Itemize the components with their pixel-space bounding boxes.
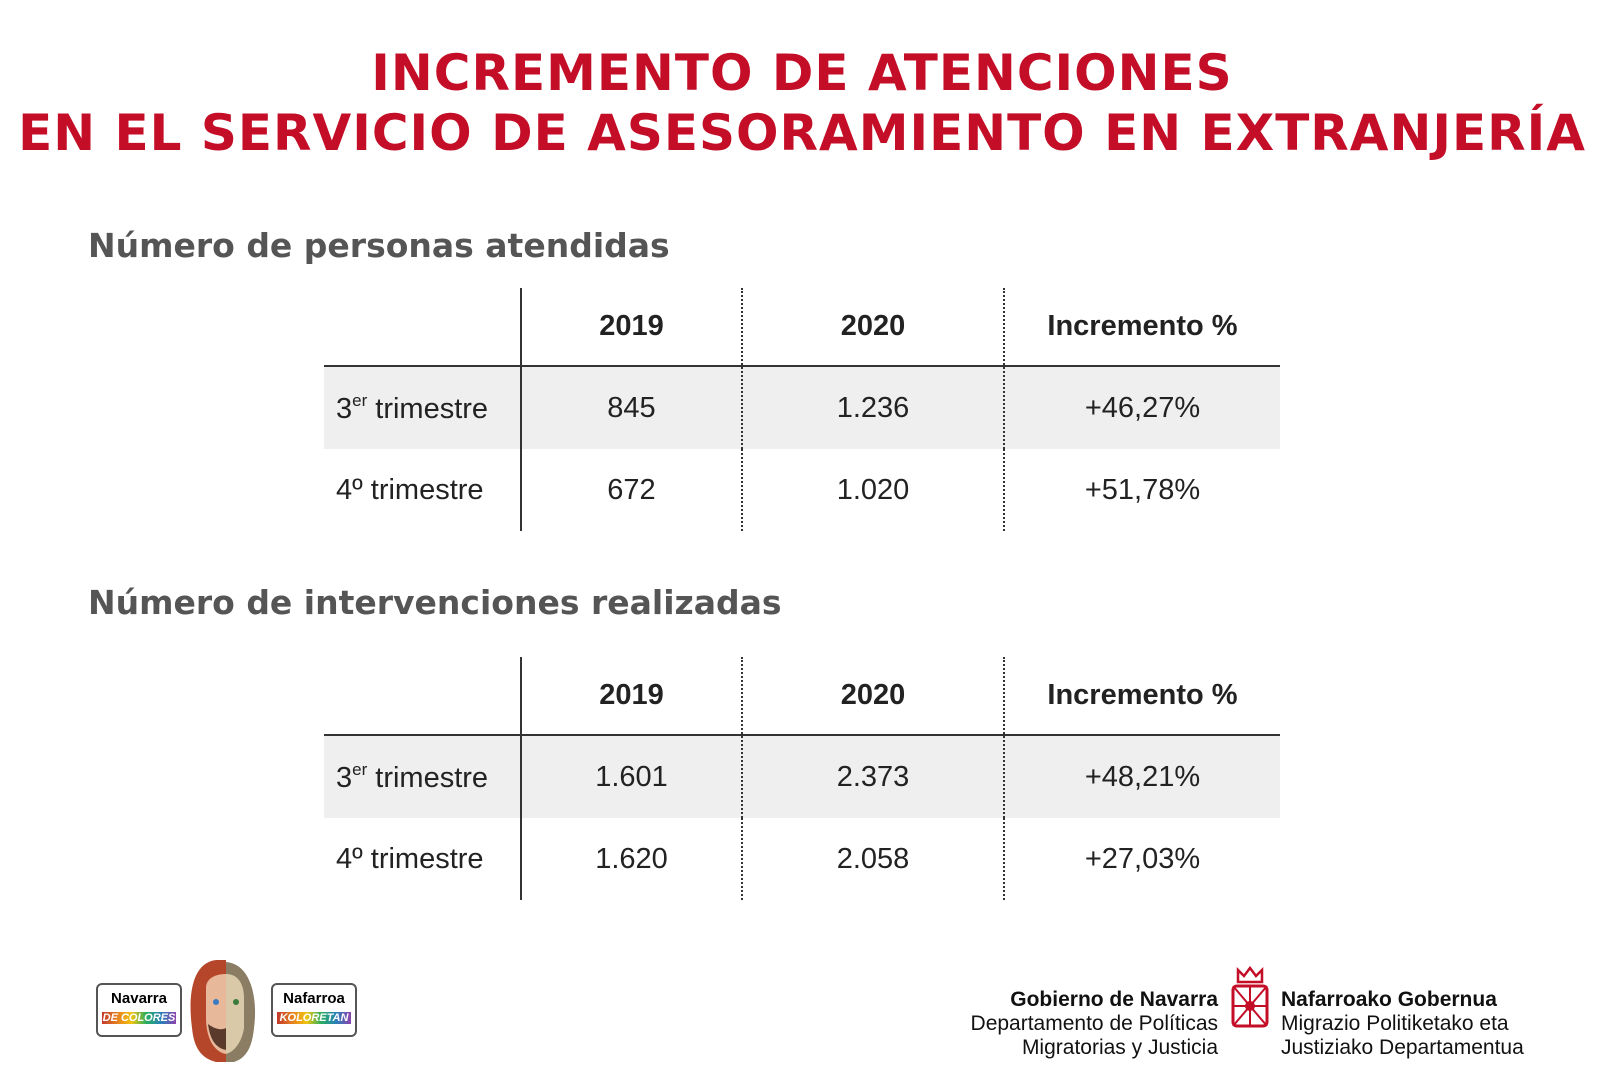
- header-cell: Incremento %: [1004, 288, 1280, 367]
- gov-text: Gobierno de Navarra: [1010, 988, 1218, 1011]
- gov-es: Gobierno de Navarra Departamento de Polít…: [971, 988, 1218, 1060]
- gov-text: Migrazio Politiketako eta: [1281, 1012, 1509, 1035]
- gov-text: Departamento de Políticas: [970, 1012, 1218, 1035]
- table-row: 3er trimestre 1.601 2.373 +48,21%: [324, 735, 1280, 818]
- label-number: 3: [336, 392, 353, 425]
- header-cell: 2020: [742, 657, 1005, 736]
- title-line: INCREMENTO DE ATENCIONES: [371, 44, 1233, 102]
- gov-eu: Nafarroako Gobernua Migrazio Politiketako…: [1281, 988, 1524, 1060]
- logo-text: Navarra: [111, 990, 167, 1007]
- label-number: 3: [336, 761, 353, 794]
- header-cell: Incremento %: [1004, 657, 1280, 736]
- row-label: 3er trimestre: [324, 735, 522, 818]
- header-cell: 2019: [521, 288, 743, 367]
- title-line: EN EL SERVICIO DE ASESORAMIENTO EN EXTRA…: [18, 104, 1586, 162]
- label-rest: trimestre: [375, 392, 489, 425]
- navarra-shield: [1231, 966, 1269, 1028]
- header-cell: [324, 657, 522, 736]
- header-row: 2019 2020 Incremento %: [324, 657, 1280, 736]
- label-text: 4º trimestre: [336, 842, 484, 875]
- gov-text: Justiziako Departamentua: [1281, 1036, 1524, 1059]
- logo-text: KOLORETAN: [277, 1012, 351, 1024]
- section-heading: Número de intervenciones realizadas: [88, 583, 782, 622]
- table-cell: +51,78%: [1084, 473, 1201, 506]
- table-cell: +48,21%: [1004, 735, 1280, 818]
- gov-text: Nafarroako Gobernua: [1281, 988, 1497, 1011]
- table-cell: +27,03%: [1084, 842, 1201, 875]
- gov-text: Migratorias y Justicia: [1021, 1036, 1218, 1059]
- logo-text: Nafarroa: [283, 990, 345, 1007]
- table-cell: 1.020: [742, 449, 1005, 531]
- table-cell: 845: [521, 366, 743, 449]
- logo-text: DE COLORES: [102, 1012, 176, 1024]
- logo-nafarroa: Nafarroa KOLORETAN: [271, 983, 357, 1037]
- label-sup: er: [352, 390, 368, 410]
- table-row: 3er trimestre 845 1.236 +46,27%: [324, 366, 1280, 449]
- data-table: 2019 2020 Incremento % 3er trimestre 845 1.236…: [324, 288, 1280, 531]
- data-table: 2019 2020 Incremento % 3er trimestre 1.601 2.3…: [324, 657, 1280, 900]
- header-row: 2019 2020 Incremento %: [324, 288, 1280, 367]
- label-sup: er: [352, 759, 368, 779]
- table-row: 4º trimestre 672 1.020 +51,78%: [324, 449, 1280, 531]
- section-heading: Número de personas atendidas: [88, 226, 670, 265]
- table-cell: 2.058: [742, 818, 1005, 900]
- row-label: 3er trimestre: [324, 366, 522, 449]
- header-cell: [324, 288, 522, 367]
- header-cell: 2019: [521, 657, 743, 736]
- table-cell: 1.236: [742, 366, 1005, 449]
- table-cell: 2.373: [742, 735, 1005, 818]
- table-row: 4º trimestre 1.620 2.058 +27,03%: [324, 818, 1280, 900]
- table-cell: 672: [521, 449, 743, 531]
- face-illustration: [190, 960, 256, 1062]
- table-cell: +46,27%: [1004, 366, 1280, 449]
- table-cell: 1.601: [521, 735, 743, 818]
- label-text: 4º trimestre: [336, 473, 484, 506]
- row-label: 4º trimestre: [324, 449, 522, 531]
- label-rest: trimestre: [375, 761, 489, 794]
- table-cell: 1.620: [521, 818, 743, 900]
- header-cell: 2020: [742, 288, 1005, 367]
- row-label: 4º trimestre: [324, 818, 522, 900]
- logo-navarra: Navarra DE COLORES: [96, 983, 182, 1037]
